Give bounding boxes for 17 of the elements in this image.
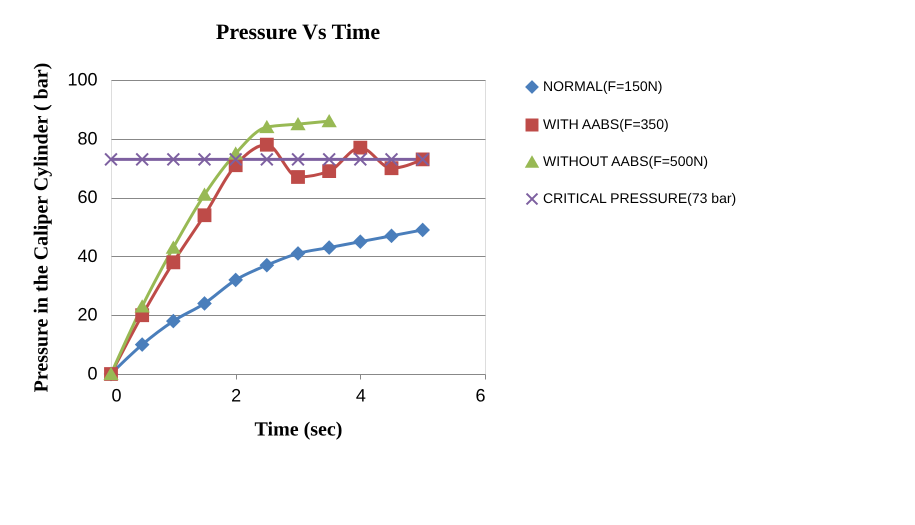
chart-title: Pressure Vs Time: [216, 18, 380, 44]
legend-label: NORMAL(F=150N): [543, 78, 662, 94]
y-tick-label: 100: [67, 70, 98, 90]
y-tick-label: 0: [87, 364, 98, 384]
x-tick-label: 4: [356, 386, 366, 406]
legend-label: WITH AABS(F=350): [543, 116, 669, 132]
y-tick-label: 40: [77, 246, 98, 266]
x-tick-label: 0: [112, 386, 122, 406]
y-tick-label: 60: [77, 187, 98, 208]
y-axis-title: Pressure in the Caliper Cylinder ( bar): [30, 62, 52, 392]
y-tick-label: 20: [77, 304, 98, 325]
x-axis-title: Time (sec): [254, 418, 342, 440]
x-tick-label: 6: [475, 386, 486, 406]
x-tick-label: 2: [231, 386, 242, 406]
legend-label: WITHOUT AABS(F=500N): [543, 153, 708, 169]
legend-label: CRITICAL PRESSURE(73 bar): [543, 190, 736, 206]
y-tick-label: 80: [77, 128, 98, 148]
